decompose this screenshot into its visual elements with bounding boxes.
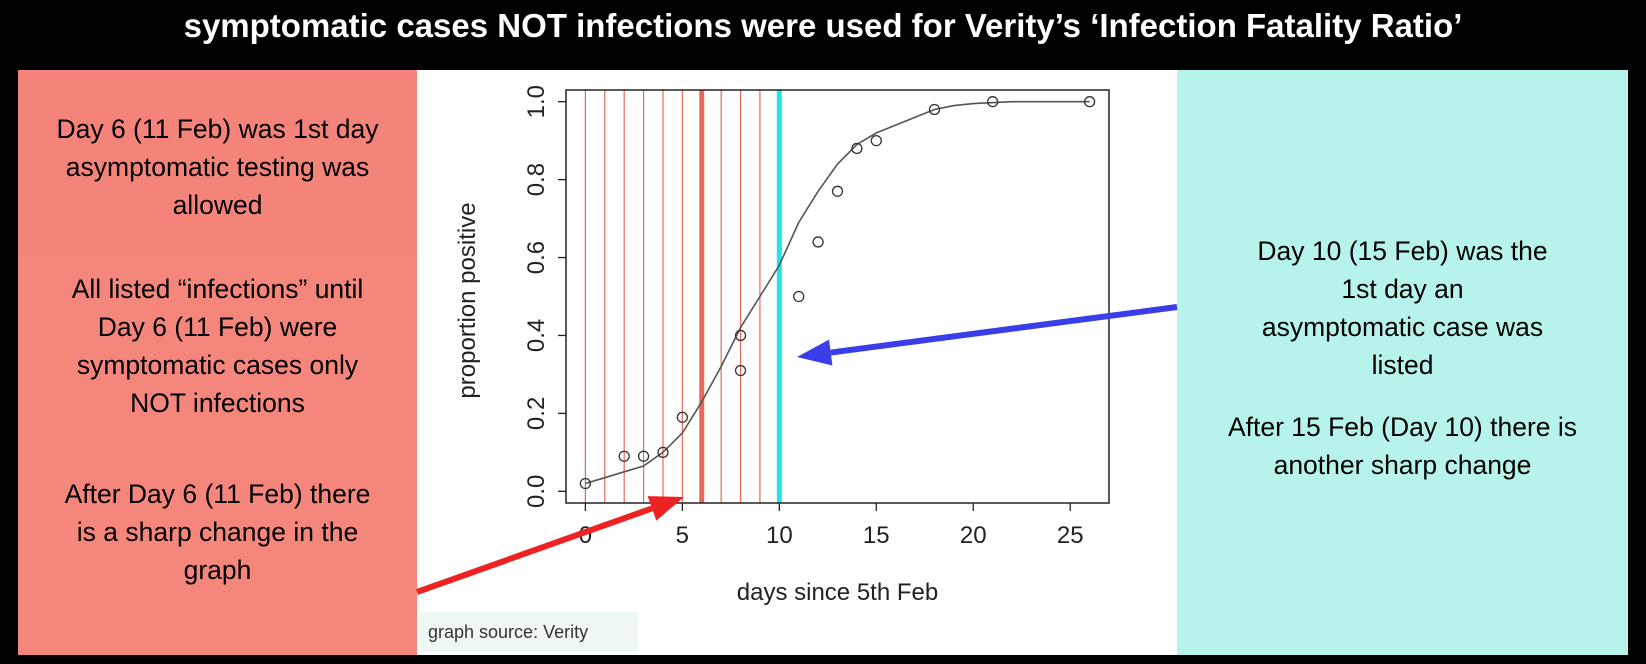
- left-block-1: Day 6 (11 Feb) was 1st day asymptomatic …: [18, 110, 417, 224]
- right-block-2-line-2: another sharp change: [1273, 450, 1532, 480]
- left-block-3-line-2: is a sharp change in the: [76, 517, 359, 547]
- left-block-3-line-3: graph: [183, 555, 252, 585]
- left-top-box: [18, 70, 417, 255]
- page-title: symptomatic cases NOT infections were us…: [183, 7, 1463, 44]
- y-tick-label-0: 0.0: [523, 475, 550, 508]
- y-axis-label: proportion positive: [454, 202, 481, 398]
- x-tick-label-2: 10: [766, 522, 793, 549]
- data-point-12: [928, 103, 941, 116]
- data-point-11: [870, 135, 882, 147]
- right-block-1-line-1: Day 10 (15 Feb) was the: [1257, 236, 1548, 266]
- data-point-14: [1083, 96, 1096, 108]
- left-block-2-line-3: symptomatic cases only: [76, 350, 359, 380]
- left-block-2-line-4: NOT infections: [130, 388, 305, 418]
- y-tick-label-5: 1.0: [523, 85, 550, 118]
- data-point-3: [657, 446, 669, 458]
- x-tick-label-0: 0: [579, 522, 592, 549]
- right-block-1-line-4: listed: [1371, 350, 1434, 380]
- data-point-0: [579, 477, 592, 490]
- plot-frame: [565, 89, 1110, 504]
- left-block-3: After Day 6 (11 Feb) there is a sharp ch…: [18, 475, 417, 589]
- scatter-chart: 0 5 10 15 20 25 0.0 0.2 0.4 0.6 0.8 1.0 days since 5…: [454, 85, 1110, 606]
- x-tick-label-4: 20: [960, 522, 987, 549]
- left-block-1-line-3: allowed: [172, 190, 263, 220]
- left-block-2-line-2: Day 6 (11 Feb) were: [97, 312, 338, 342]
- right-block-1: Day 10 (15 Feb) was the 1st day an asymp…: [1177, 232, 1628, 384]
- data-point-7: [793, 290, 805, 303]
- right-block-2: After 15 Feb (Day 10) there is another s…: [1177, 408, 1628, 484]
- data-point-1: [618, 450, 630, 462]
- fit-curve: [585, 100, 1090, 485]
- x-tick-label-5: 25: [1057, 522, 1084, 549]
- left-annotation-panel: Day 6 (11 Feb) was 1st day asymptomatic …: [18, 70, 417, 655]
- y-tick-label-4: 0.8: [523, 163, 550, 196]
- left-block-1-line-2: asymptomatic testing was: [65, 152, 370, 182]
- data-point-6: [734, 364, 747, 377]
- left-block-2: All listed “infections” until Day 6 (11 …: [18, 270, 417, 422]
- left-block-2-line-1: All listed “infections” until: [71, 274, 364, 304]
- data-point-10: [851, 142, 863, 155]
- right-block-2-line-1: After 15 Feb (Day 10) there is: [1227, 412, 1578, 442]
- y-tick-label-3: 0.6: [523, 241, 550, 274]
- right-annotation-panel: Day 10 (15 Feb) was the 1st day an asymp…: [1177, 70, 1628, 655]
- data-point-13: [986, 96, 999, 108]
- data-point-5: [734, 329, 747, 342]
- y-tick-label-2: 0.4: [523, 319, 550, 352]
- data-point-8: [812, 236, 824, 248]
- data-point-9: [831, 185, 844, 197]
- data-point-2: [637, 450, 650, 462]
- x-axis-label: days since 5th Feb: [737, 579, 938, 606]
- x-tick-label-1: 5: [676, 522, 689, 549]
- data-point-4: [676, 411, 689, 423]
- x-tick-label-3: 15: [863, 522, 890, 549]
- y-tick-label-1: 0.2: [523, 397, 550, 430]
- left-block-1-line-1: Day 6 (11 Feb) was 1st day: [56, 114, 379, 144]
- right-block-1-line-2: 1st day an: [1341, 274, 1464, 304]
- right-block-1-line-3: asymptomatic case was: [1261, 312, 1544, 342]
- left-block-3-line-1: After Day 6 (11 Feb) there: [64, 479, 371, 509]
- graph-source-label: graph source: Verity: [420, 612, 638, 652]
